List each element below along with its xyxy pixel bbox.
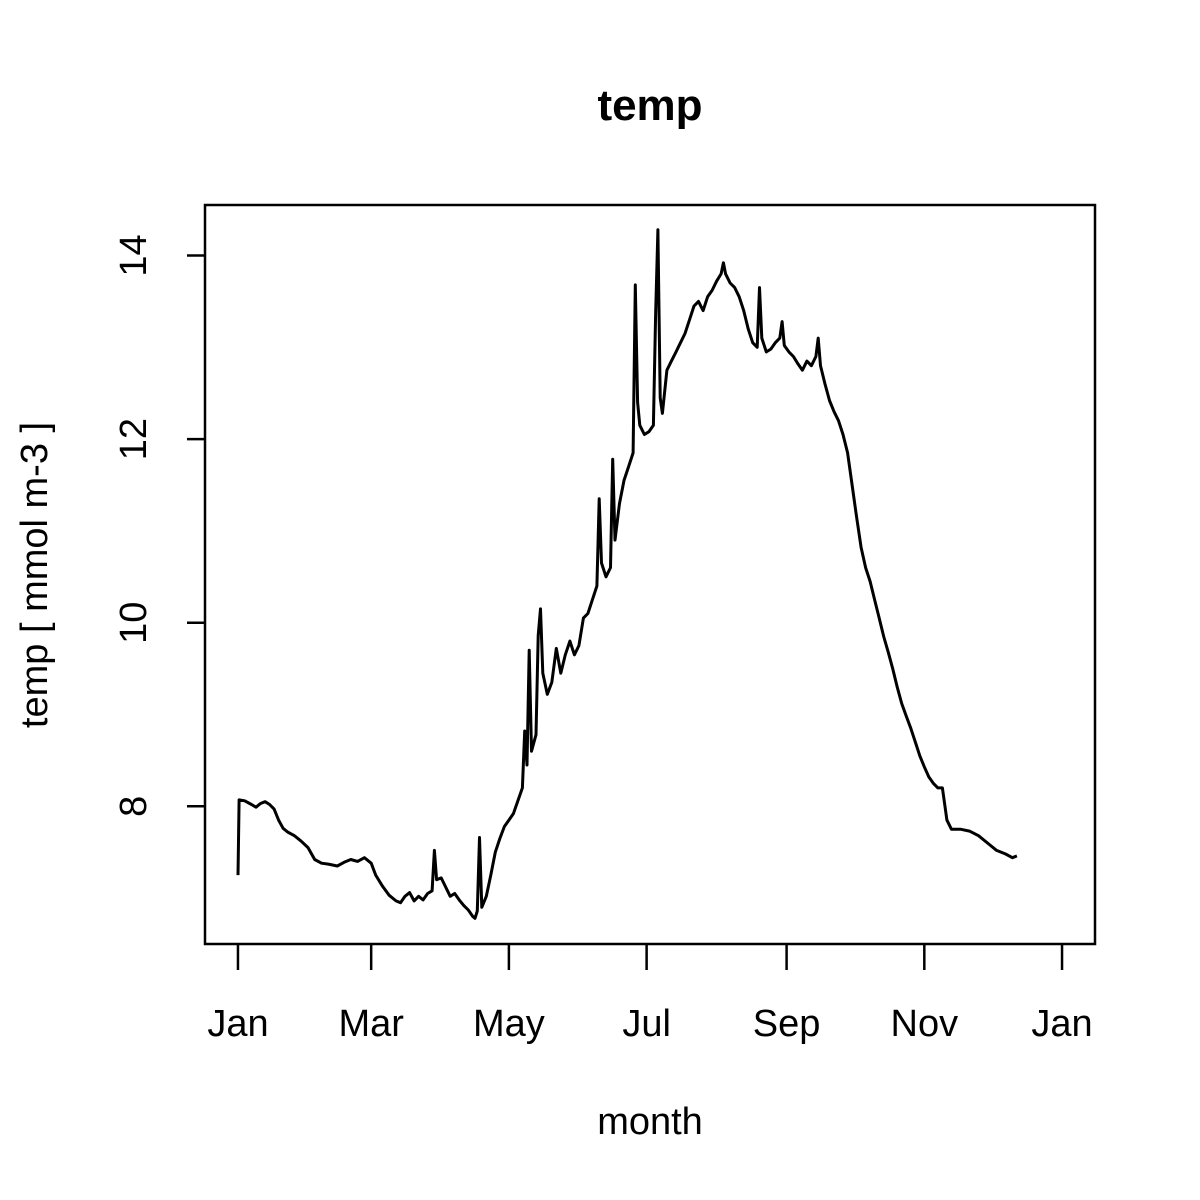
y-tick-label: 14 bbox=[113, 234, 155, 276]
x-axis-label: month bbox=[597, 1101, 703, 1143]
x-tick-label: Jan bbox=[207, 1003, 268, 1045]
x-tick-label: Sep bbox=[753, 1003, 821, 1045]
x-tick-label: Jul bbox=[622, 1003, 671, 1045]
chart-title: temp bbox=[597, 81, 702, 130]
y-axis: 8 10 12 14 bbox=[113, 234, 205, 817]
x-tick-label: Jan bbox=[1031, 1003, 1092, 1045]
y-axis-label: temp [ mmol m-3 ] bbox=[14, 422, 56, 728]
x-tick-label: Mar bbox=[338, 1003, 404, 1045]
x-axis: Jan Mar May Jul Sep Nov Jan bbox=[207, 944, 1093, 1045]
y-tick-label: 10 bbox=[113, 602, 155, 644]
temp-series-line bbox=[236, 228, 1018, 920]
x-tick-label: Nov bbox=[891, 1003, 959, 1045]
x-tick-label: May bbox=[473, 1003, 545, 1045]
y-tick-label: 12 bbox=[113, 418, 155, 460]
plot-frame bbox=[203, 203, 1097, 946]
y-tick-label: 8 bbox=[113, 796, 155, 817]
